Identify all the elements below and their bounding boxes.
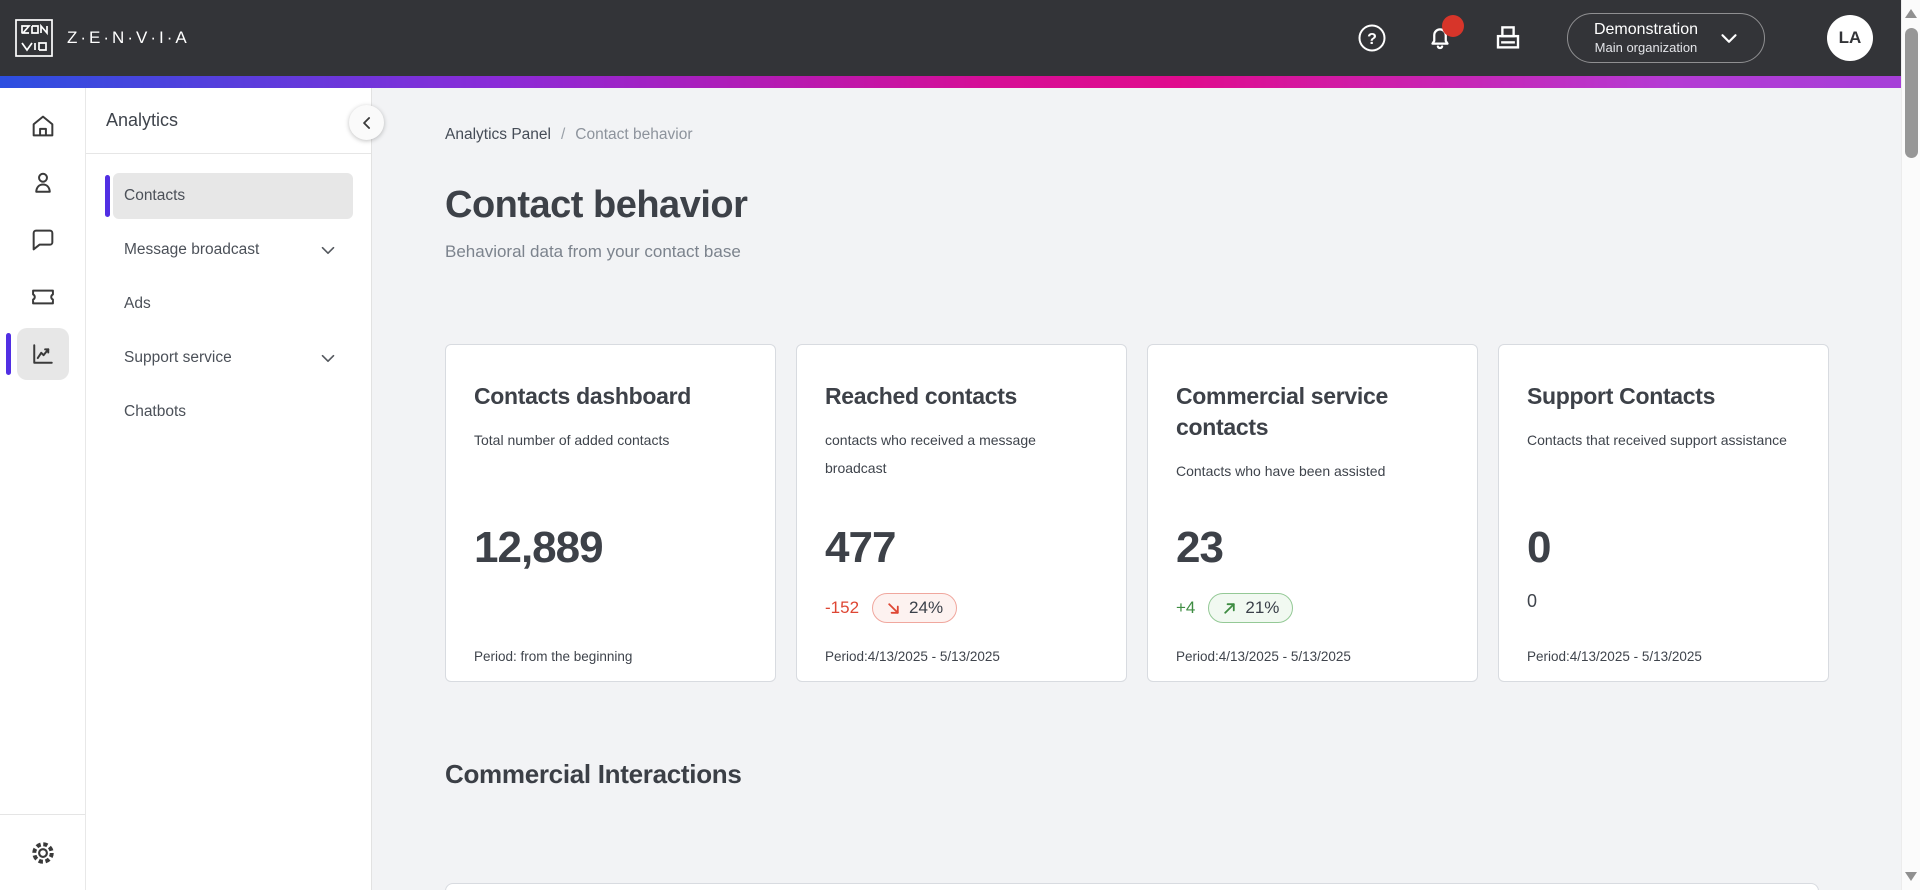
printer-icon — [1493, 23, 1523, 53]
person-icon — [29, 169, 57, 197]
trend-badge: 21% — [1208, 593, 1294, 623]
gear-icon — [28, 838, 58, 868]
chevron-down-icon — [317, 347, 339, 369]
delta-value: -152 — [825, 598, 860, 617]
trend-badge: 24% — [872, 593, 958, 623]
commercial-interactions-card — [445, 883, 1819, 890]
breadcrumb: Analytics Panel / Contact behavior — [445, 126, 1901, 144]
sidebar-item-contacts[interactable]: Contacts — [105, 173, 353, 219]
org-switcher[interactable]: Demonstration Main organization — [1566, 13, 1765, 63]
card-description: Contacts who have been assisted — [1176, 463, 1386, 479]
trend-up-icon — [1222, 601, 1237, 616]
avatar-initials: LA — [1838, 28, 1862, 47]
scrollbar-thumb[interactable] — [1905, 28, 1918, 158]
card-secondary-value: 0 — [1527, 591, 1538, 611]
svg-text:?: ? — [1367, 31, 1377, 48]
trend-percent: 21% — [1245, 598, 1280, 617]
org-name: Demonstration — [1593, 20, 1698, 38]
rail-item-campaigns[interactable] — [17, 271, 69, 323]
icon-rail — [0, 88, 86, 890]
chevron-left-icon — [357, 113, 377, 133]
card-title: Commercial service contacts — [1176, 383, 1388, 440]
help-button[interactable]: ? — [1355, 21, 1389, 55]
metric-cards-row: Contacts dashboard Total number of added… — [445, 344, 1901, 682]
card-description: contacts who received a message broadcas… — [825, 432, 1036, 476]
delta-value: +4 — [1176, 598, 1196, 617]
card-title: Contacts dashboard — [474, 383, 691, 409]
chat-bubble-icon — [29, 226, 57, 254]
scroll-down-arrow[interactable] — [1905, 872, 1917, 881]
card-support-contacts: Support Contacts Contacts that received … — [1498, 344, 1829, 682]
card-value: 0 — [1527, 523, 1552, 572]
scroll-up-arrow[interactable] — [1905, 9, 1917, 18]
sidebar-item-label: Message broadcast — [124, 241, 260, 258]
sidebar-item-support-service[interactable]: Support service — [113, 335, 353, 381]
org-subtitle: Main organization — [1594, 39, 1698, 55]
main-content: Analytics Panel / Contact behavior Conta… — [372, 88, 1901, 890]
sidebar-item-chatbots[interactable]: Chatbots — [113, 389, 353, 435]
card-contacts-dashboard: Contacts dashboard Total number of added… — [445, 344, 776, 682]
sidebar-item-message-broadcast[interactable]: Message broadcast — [113, 227, 353, 273]
brand: Z·E·N·V·I·A — [14, 18, 190, 58]
trend-down-icon — [886, 601, 901, 616]
card-period: Period:4/13/2025 - 5/13/2025 — [1176, 649, 1351, 664]
sidebar-item-ads[interactable]: Ads — [113, 281, 353, 327]
trend-percent: 24% — [909, 598, 944, 617]
card-commercial-service-contacts: Commercial service contacts Contacts who… — [1147, 344, 1478, 682]
card-period: Period: from the beginning — [474, 649, 633, 664]
card-period: Period:4/13/2025 - 5/13/2025 — [825, 649, 1000, 664]
home-icon — [29, 112, 57, 140]
sidebar-title: Analytics — [106, 110, 179, 130]
rail-item-contacts[interactable] — [17, 157, 69, 209]
card-value: 23 — [1176, 523, 1224, 572]
card-value: 477 — [825, 523, 896, 572]
breadcrumb-current: Contact behavior — [575, 126, 693, 143]
card-title: Reached contacts — [825, 383, 1018, 409]
notifications-button[interactable] — [1423, 15, 1464, 55]
print-button[interactable] — [1491, 21, 1525, 55]
page-title: Contact behavior — [445, 184, 748, 226]
card-value: 12,889 — [474, 523, 604, 572]
breadcrumb-separator: / — [560, 126, 566, 143]
sidebar-header: Analytics — [86, 88, 371, 154]
avatar[interactable]: LA — [1827, 15, 1873, 61]
sidebar-collapse-button[interactable] — [349, 105, 384, 140]
rail-item-settings[interactable] — [17, 827, 69, 879]
card-reached-contacts: Reached contacts contacts who received a… — [796, 344, 1127, 682]
analytics-sidebar: Analytics Contacts Message broadcast Ads… — [86, 88, 372, 890]
brand-wordmark: Z·E·N·V·I·A — [67, 28, 190, 47]
chevron-down-icon — [1716, 25, 1742, 51]
sidebar-item-label: Support service — [124, 349, 232, 366]
sidebar-item-label: Contacts — [124, 187, 186, 204]
card-description: Total number of added contacts — [474, 432, 670, 448]
ticket-icon — [29, 283, 57, 311]
sidebar-item-label: Ads — [124, 295, 151, 312]
brand-gradient-bar — [0, 76, 1901, 88]
bell-icon — [1425, 23, 1455, 53]
card-description: Contacts that received support assistanc… — [1527, 432, 1787, 448]
topbar: Z·E·N·V·I·A ? — [0, 0, 1901, 76]
rail-item-analytics[interactable] — [5, 328, 69, 380]
breadcrumb-analytics-panel[interactable]: Analytics Panel — [445, 126, 551, 143]
page-subtitle: Behavioral data from your contact base — [445, 242, 741, 261]
zenvia-logo-icon — [14, 18, 54, 58]
sidebar-item-label: Chatbots — [124, 403, 187, 420]
section-title-commercial-interactions: Commercial Interactions — [445, 759, 742, 789]
card-period: Period:4/13/2025 - 5/13/2025 — [1527, 649, 1702, 664]
line-chart-icon — [29, 340, 57, 368]
rail-item-home[interactable] — [17, 100, 69, 152]
help-icon: ? — [1357, 23, 1387, 53]
notification-badge — [1441, 15, 1464, 37]
card-title: Support Contacts — [1527, 383, 1716, 409]
rail-item-conversations[interactable] — [17, 214, 69, 266]
vertical-scrollbar[interactable] — [1901, 0, 1920, 890]
chevron-down-icon — [317, 239, 339, 261]
